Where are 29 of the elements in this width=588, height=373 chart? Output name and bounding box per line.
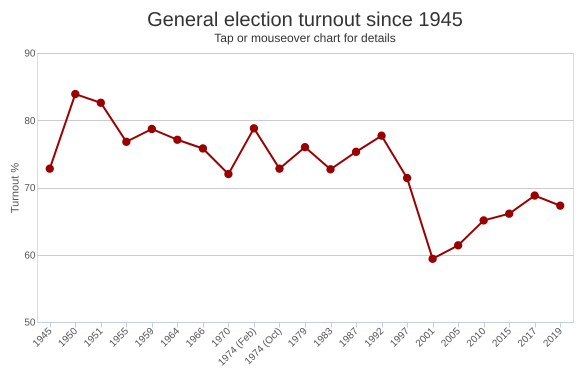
chart-subtitle: Tap or mouseover chart for details — [214, 31, 396, 45]
point — [275, 164, 284, 173]
point — [96, 98, 105, 107]
y-tick-label: 70 — [24, 183, 36, 194]
point — [352, 148, 360, 156]
point — [505, 210, 514, 218]
point — [377, 132, 386, 140]
y-tick-label: 80 — [24, 116, 36, 127]
point — [250, 124, 258, 132]
point — [173, 136, 182, 144]
chart-title: General election turnout since 1945 — [147, 9, 463, 31]
point — [428, 254, 437, 263]
point — [71, 90, 80, 98]
y-tick-label: 90 — [24, 48, 36, 60]
point — [148, 124, 156, 134]
point — [300, 142, 310, 152]
y-tick-label: 50 — [24, 318, 36, 328]
point — [402, 174, 412, 182]
point — [46, 164, 54, 173]
point — [454, 241, 462, 250]
point — [224, 170, 233, 178]
y-axis-title: Turnout % — [9, 162, 22, 214]
point — [479, 216, 488, 225]
point — [556, 201, 564, 210]
point — [326, 165, 335, 174]
point — [198, 144, 208, 153]
y-tick-label: 60 — [24, 250, 36, 262]
point — [530, 191, 539, 200]
point — [122, 138, 131, 146]
